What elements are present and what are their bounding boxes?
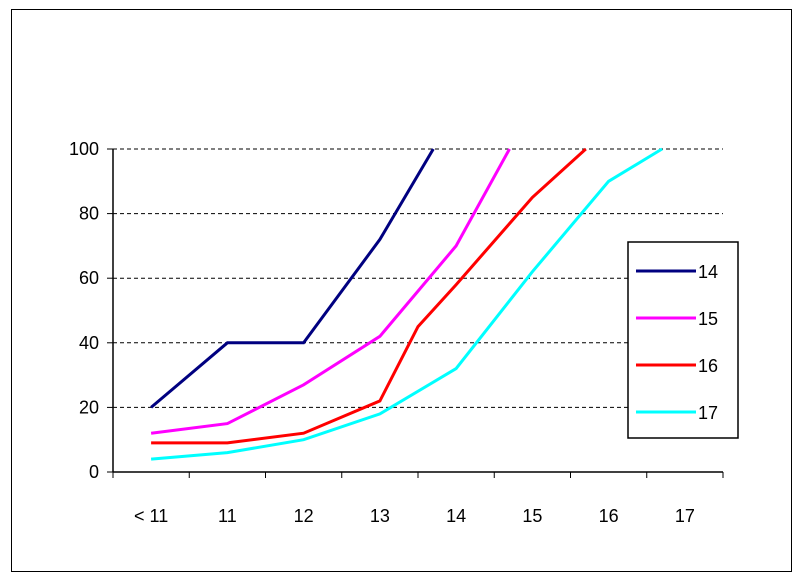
- series-line-17: [150, 147, 663, 461]
- x-tick-label: < 11: [134, 506, 168, 526]
- y-axis-ticks: 0 20 40 60 80 100: [69, 139, 113, 482]
- x-tick-label: 15: [522, 506, 542, 526]
- y-tick-label: 0: [89, 462, 99, 482]
- legend-label: 17: [698, 403, 718, 423]
- legend-label: 15: [698, 309, 718, 329]
- y-tick-label: 80: [79, 204, 99, 224]
- y-tick-label: 60: [79, 268, 99, 288]
- series-lines: [150, 147, 663, 461]
- gridlines: [113, 148, 723, 408]
- x-tick-label: 14: [446, 506, 466, 526]
- x-tick-label: 16: [599, 506, 619, 526]
- legend: 14 15 16 17: [627, 241, 739, 439]
- legend-box: [627, 241, 739, 439]
- x-tick-label: 11: [218, 506, 237, 526]
- y-tick-label: 100: [69, 139, 99, 159]
- y-tick-label: 40: [79, 333, 99, 353]
- legend-label: 14: [698, 262, 718, 282]
- x-tick-label: 12: [294, 506, 314, 526]
- legend-label: 16: [698, 356, 718, 376]
- series-line-15: [150, 148, 511, 435]
- x-tick-label: 17: [675, 506, 695, 526]
- series-line-16: [151, 147, 587, 445]
- series-line-14: [150, 148, 435, 409]
- y-tick-label: 20: [79, 397, 99, 417]
- x-axis-ticks: < 11 11 12 13 14 15 16 17: [112, 472, 724, 526]
- x-tick-label: 13: [370, 506, 390, 526]
